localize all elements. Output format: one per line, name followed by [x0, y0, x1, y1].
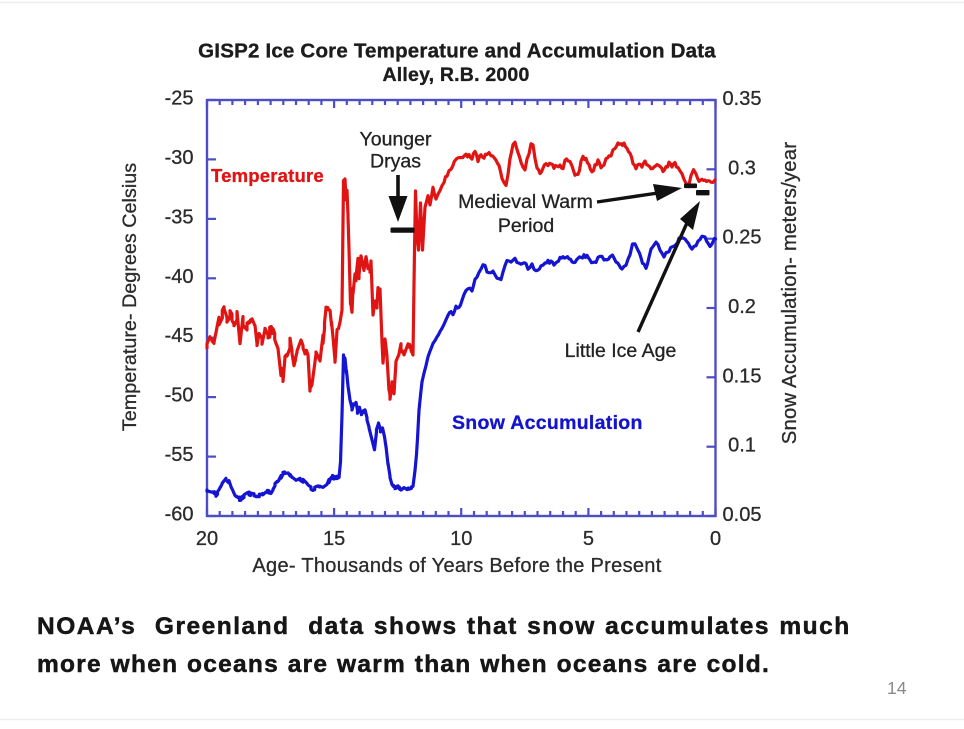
svg-text:-30: -30: [165, 147, 194, 169]
svg-text:Temperature: Temperature: [211, 165, 324, 186]
svg-text:-60: -60: [165, 504, 194, 526]
svg-text:Snow Accumulation- meters/year: Snow Accumulation- meters/year: [779, 142, 801, 445]
svg-text:-50: -50: [165, 385, 194, 407]
svg-text:0.3: 0.3: [728, 157, 756, 179]
svg-text:Snow Accumulation: Snow Accumulation: [452, 412, 643, 434]
svg-text:5: 5: [583, 528, 594, 550]
svg-text:-25: -25: [165, 88, 194, 110]
svg-text:0.1: 0.1: [728, 435, 756, 457]
svg-text:Age- Thousands of Years Before: Age- Thousands of Years Before the Prese…: [252, 555, 661, 577]
svg-text:GISP2 Ice Core Temperature and: GISP2 Ice Core Temperature and Accumulat…: [198, 40, 716, 63]
svg-text:15: 15: [323, 528, 345, 550]
svg-text:-45: -45: [165, 325, 194, 347]
svg-text:20: 20: [196, 528, 218, 550]
svg-text:Alley, R.B. 2000: Alley, R.B. 2000: [383, 64, 530, 86]
svg-text:0.2: 0.2: [728, 296, 756, 318]
svg-text:Medieval Warm: Medieval Warm: [458, 191, 593, 213]
svg-text:0.25: 0.25: [723, 227, 762, 249]
svg-text:0: 0: [710, 528, 721, 550]
svg-text:Younger: Younger: [360, 129, 432, 151]
svg-text:0.15: 0.15: [723, 365, 762, 387]
svg-text:Little Ice Age: Little Ice Age: [565, 340, 677, 362]
svg-text:10: 10: [450, 528, 472, 550]
svg-text:Temperature- Degrees Celsius: Temperature- Degrees Celsius: [119, 163, 141, 431]
svg-text:-35: -35: [165, 206, 194, 228]
svg-text:Dryas: Dryas: [370, 151, 421, 173]
svg-text:Period: Period: [498, 215, 554, 237]
svg-text:-55: -55: [165, 444, 194, 466]
svg-text:0.35: 0.35: [723, 88, 762, 110]
svg-text:0.05: 0.05: [723, 504, 762, 526]
svg-text:-40: -40: [165, 266, 194, 288]
